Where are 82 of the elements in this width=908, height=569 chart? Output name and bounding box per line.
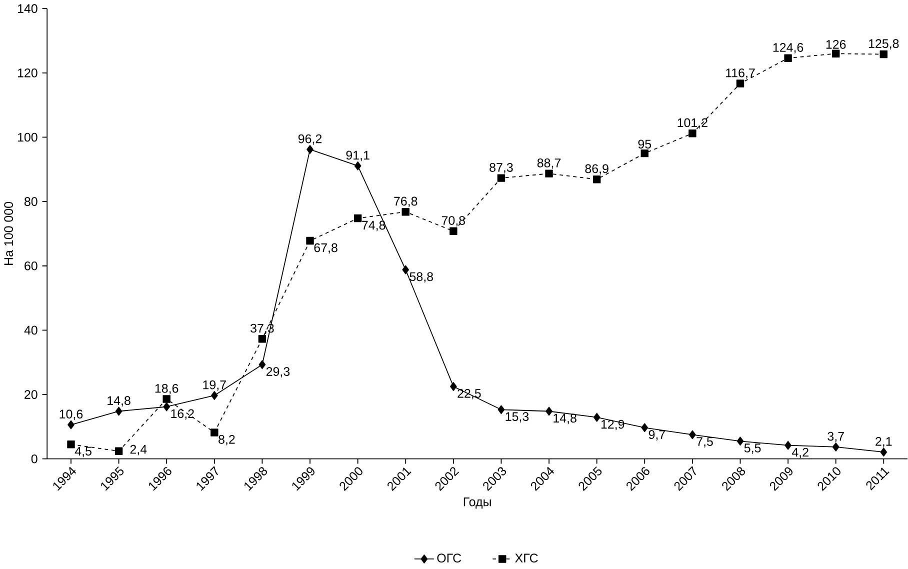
point [641, 423, 648, 432]
point [450, 382, 457, 392]
point [592, 176, 601, 184]
point [450, 227, 458, 236]
data-label: 3,7 [828, 432, 844, 442]
data-label: 29,3 [266, 367, 290, 378]
y-tick-label: 80 [24, 197, 38, 206]
point [736, 80, 744, 88]
data-label: 14,8 [554, 414, 576, 424]
data-label: 16,2 [171, 409, 194, 420]
x-axis-title: Годы [464, 498, 491, 509]
data-label: 14,8 [108, 396, 130, 407]
y-tick-label: 0 [31, 454, 38, 464]
point [689, 430, 696, 440]
point [640, 150, 648, 158]
point [163, 402, 170, 412]
point [354, 162, 362, 170]
y-tick-label: 60 [24, 262, 38, 270]
y-tick-label: 120 [18, 68, 38, 78]
data-label: 124,6 [773, 43, 804, 54]
point [114, 447, 123, 456]
point [546, 406, 552, 416]
data-label: 2,4 [130, 445, 147, 456]
point [832, 442, 840, 452]
data-label: 4,5 [74, 446, 92, 458]
point [688, 130, 696, 138]
data-label: 116,7 [726, 68, 755, 79]
data-label: 18,6 [155, 384, 178, 394]
data-label: 67,8 [314, 243, 338, 254]
point [162, 395, 170, 403]
data-label: 76,8 [394, 196, 418, 208]
y-tick-label: 40 [24, 326, 38, 335]
point [258, 335, 266, 343]
y-tick-label: 100 [18, 132, 38, 142]
data-label: 70,8 [442, 216, 466, 226]
data-label: 8,2 [218, 435, 235, 446]
point [306, 237, 314, 245]
legend-label: ОГС [437, 554, 462, 563]
data-label: 2,1 [876, 437, 892, 448]
point [736, 436, 744, 446]
point [306, 145, 314, 154]
data-label: 74,8 [362, 220, 386, 232]
point [832, 50, 840, 58]
data-label: 101,2 [678, 118, 708, 129]
point [67, 440, 75, 448]
data-label: 86,9 [585, 164, 608, 175]
data-label: 5,5 [744, 444, 761, 454]
point [115, 406, 122, 416]
data-label: 9,7 [648, 430, 665, 441]
data-label: 15,3 [506, 412, 529, 423]
point [68, 420, 74, 430]
point [258, 360, 266, 370]
data-label: 125,8 [868, 39, 899, 50]
point [880, 448, 888, 457]
y-tick-label: 20 [24, 390, 38, 400]
point [210, 428, 218, 436]
point [880, 50, 888, 58]
data-label: 87,3 [490, 163, 513, 174]
point [784, 54, 792, 62]
data-label: 58,8 [410, 272, 433, 283]
data-label: 7,5 [696, 437, 713, 448]
data-label: 96,2 [298, 134, 322, 145]
data-label: 126 [826, 40, 846, 49]
data-label: 19,7 [203, 380, 226, 391]
point [354, 214, 362, 222]
point [402, 265, 410, 274]
data-label: 10,6 [60, 410, 83, 420]
point [497, 174, 506, 182]
data-label: 12,9 [601, 420, 624, 430]
point [784, 441, 792, 450]
y-tick-label: 140 [18, 4, 38, 14]
point [545, 170, 553, 178]
data-label: 88,7 [537, 158, 561, 169]
legend-label: ХГС [515, 554, 538, 563]
point [402, 208, 410, 216]
point [210, 391, 218, 400]
point [498, 405, 505, 414]
data-label: 91,1 [346, 150, 370, 162]
data-label: 95 [638, 140, 652, 149]
y-axis-title: На 100 000 [4, 202, 14, 266]
point [593, 413, 600, 422]
data-label: 4,2 [792, 448, 808, 458]
